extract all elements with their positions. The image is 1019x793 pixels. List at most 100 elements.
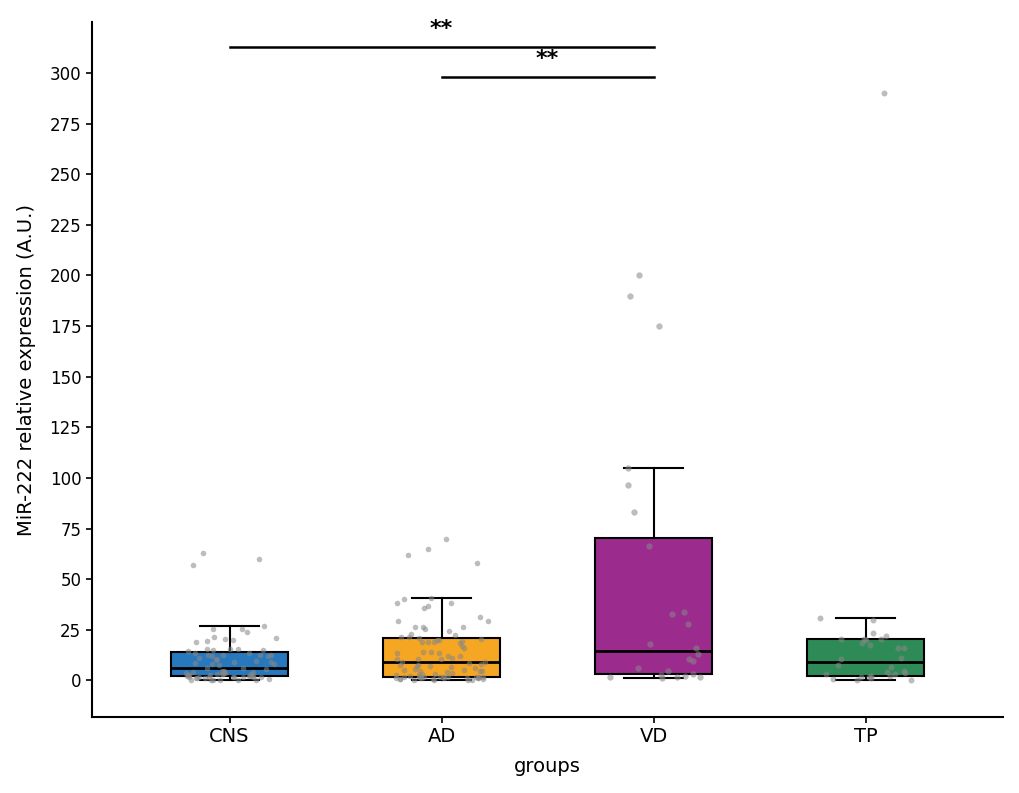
Point bbox=[479, 615, 495, 627]
Point bbox=[895, 665, 911, 677]
Point bbox=[202, 669, 218, 682]
Point bbox=[473, 657, 489, 670]
Point bbox=[253, 671, 269, 684]
Point bbox=[464, 674, 480, 687]
Point bbox=[406, 621, 422, 634]
Point bbox=[199, 634, 215, 647]
Point bbox=[853, 637, 869, 649]
Point bbox=[199, 661, 215, 674]
Point bbox=[811, 612, 827, 625]
Point bbox=[387, 668, 404, 681]
Point bbox=[860, 670, 876, 683]
Point bbox=[474, 670, 490, 683]
Point bbox=[620, 462, 636, 474]
Point bbox=[252, 649, 268, 661]
Point bbox=[424, 672, 440, 685]
Point bbox=[242, 670, 258, 683]
Point bbox=[182, 673, 199, 686]
Point bbox=[414, 668, 430, 680]
Point bbox=[416, 602, 432, 615]
Point bbox=[434, 671, 450, 684]
Point bbox=[684, 654, 700, 667]
Point bbox=[684, 668, 700, 680]
Point bbox=[461, 657, 477, 669]
Point bbox=[433, 653, 449, 665]
Point bbox=[472, 611, 488, 623]
Point bbox=[185, 558, 202, 571]
Point bbox=[410, 653, 426, 665]
Point bbox=[442, 661, 459, 674]
Point bbox=[423, 646, 439, 658]
Point bbox=[240, 646, 257, 659]
Point bbox=[874, 87, 891, 100]
Point bbox=[451, 649, 468, 662]
Point bbox=[411, 668, 427, 681]
Point bbox=[426, 674, 442, 687]
PathPatch shape bbox=[383, 638, 499, 676]
Point bbox=[878, 665, 895, 678]
Point bbox=[412, 671, 428, 684]
Point bbox=[453, 640, 470, 653]
Point bbox=[470, 672, 486, 685]
Point bbox=[630, 269, 646, 282]
Point bbox=[621, 289, 637, 302]
Point bbox=[248, 654, 264, 667]
Point bbox=[438, 666, 454, 679]
Point bbox=[430, 647, 446, 660]
Point bbox=[440, 671, 457, 684]
Point bbox=[251, 553, 267, 565]
Point bbox=[442, 596, 459, 609]
Point bbox=[431, 634, 447, 646]
Point bbox=[234, 623, 251, 635]
Text: **: ** bbox=[429, 18, 452, 39]
Point bbox=[256, 619, 272, 632]
Point bbox=[455, 664, 472, 676]
Point bbox=[401, 670, 418, 683]
Point bbox=[260, 649, 276, 662]
Point bbox=[206, 630, 222, 643]
Point bbox=[601, 671, 618, 684]
Point bbox=[215, 668, 231, 680]
Point bbox=[640, 540, 656, 553]
Point bbox=[201, 671, 217, 684]
Point bbox=[222, 643, 238, 656]
Point bbox=[392, 630, 409, 643]
Point bbox=[659, 665, 676, 678]
Point bbox=[833, 633, 849, 646]
Point bbox=[420, 542, 436, 555]
Point bbox=[881, 670, 898, 683]
Point bbox=[187, 647, 204, 660]
Point bbox=[420, 636, 436, 649]
Point bbox=[205, 644, 221, 657]
Point bbox=[897, 667, 913, 680]
Point bbox=[477, 655, 493, 668]
Point bbox=[453, 634, 470, 647]
Point bbox=[209, 667, 225, 680]
Point bbox=[393, 656, 410, 668]
Point bbox=[855, 633, 871, 646]
Point bbox=[245, 671, 261, 684]
Point bbox=[824, 672, 841, 685]
Point bbox=[416, 670, 432, 683]
Point bbox=[848, 673, 864, 686]
Point bbox=[872, 633, 889, 646]
Point bbox=[411, 671, 427, 684]
Point bbox=[229, 642, 246, 655]
PathPatch shape bbox=[595, 538, 711, 674]
Point bbox=[652, 669, 668, 682]
Point bbox=[266, 658, 282, 671]
Point bbox=[454, 620, 471, 633]
Point bbox=[395, 671, 412, 684]
Point bbox=[263, 656, 279, 668]
Point bbox=[431, 671, 447, 684]
Point bbox=[200, 649, 216, 661]
Point bbox=[691, 670, 707, 683]
Point bbox=[688, 642, 704, 654]
Point bbox=[829, 658, 846, 671]
Point bbox=[882, 661, 899, 674]
Point bbox=[245, 669, 261, 682]
Point bbox=[864, 626, 880, 639]
Point bbox=[474, 665, 490, 677]
Point bbox=[388, 596, 405, 609]
Point bbox=[186, 657, 203, 669]
